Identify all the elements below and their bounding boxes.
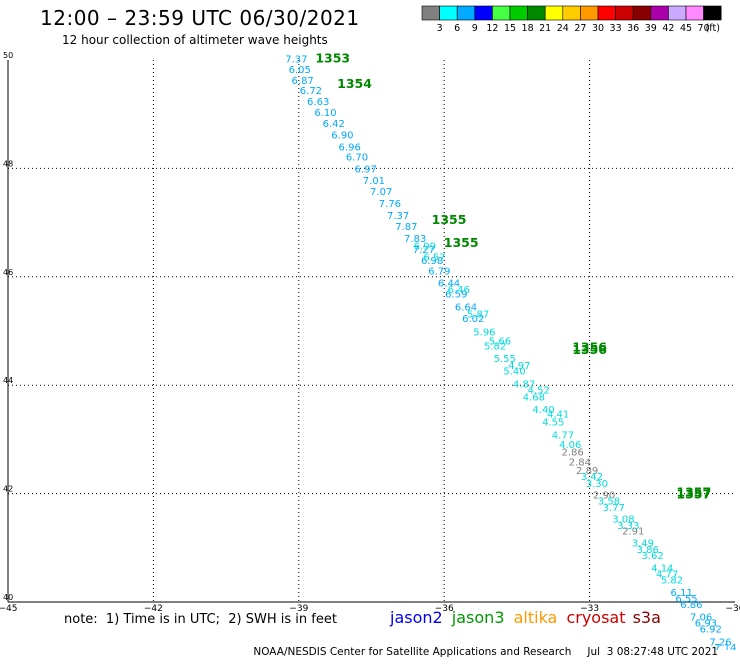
color-scale-swatch [616,6,634,20]
wave-height-value: 6.55 [675,594,697,605]
color-scale-swatch [475,6,493,20]
wave-height-value: 7.14 [714,643,736,650]
wave-height-value: 4.52 [528,385,550,396]
x-tick-label: −30 [726,604,740,614]
wave-height-value: 6.10 [314,108,336,119]
y-tick-label: 42 [3,485,13,494]
color-scale-label: 36 [627,23,639,34]
pass-number-label: 1357 [676,486,711,501]
y-tick-label: 50 [3,51,13,60]
color-scale-label: 30 [592,23,604,34]
altimeter-chart: 12:00 – 23:59 UTC 06/30/2021 12 hour col… [0,0,740,650]
wave-height-value: 7.76 [379,199,401,210]
color-scale-swatch [563,6,581,20]
color-scale-label: 3 [437,23,443,34]
color-scale-swatch [457,6,475,20]
y-tick-label: 46 [3,268,13,277]
color-scale-label: 21 [539,23,551,34]
color-scale-swatch [580,6,598,20]
wave-height-value: 6.70 [346,152,368,163]
wave-height-value: 3.86 [637,545,659,556]
wave-height-value: 3.58 [598,496,620,507]
y-tick-label: 44 [3,376,13,385]
pass-number-label: 1353 [315,51,350,66]
wave-height-value: 4.41 [547,410,569,421]
color-scale-label: 42 [662,23,674,34]
wave-height-value: 6.46 [448,285,470,296]
wave-height-value: 6.57 [423,253,445,264]
wave-height-value: 3.33 [617,521,639,532]
wave-height-value: 4.77 [656,570,678,581]
wave-height-value: 6.72 [300,86,322,97]
color-scale-label: 45 [680,23,692,34]
wave-height-value: 7.07 [370,187,392,198]
wave-height-value: 6.63 [307,97,329,108]
color-scale-label: 15 [504,23,516,34]
color-scale-label: 27 [574,23,586,34]
color-scale-swatch [528,6,546,20]
color-scale-swatch [651,6,669,20]
color-scale-label: 18 [522,23,534,34]
wave-height-value: 6.42 [323,119,345,130]
pass-number-label: 1354 [337,76,372,91]
chart-svg: −45 −42 −39 −36 −33 −30 40 42 44 46 48 50 36 9 12 15 18 2… [0,0,740,650]
color-scale-label: 9 [472,23,478,34]
wave-height-value: 7.01 [363,176,385,187]
wave-height-value: 6.90 [331,131,353,142]
color-scale-swatch [668,6,686,20]
wave-height-value: 6.79 [428,267,450,278]
x-tick-label: −45 [0,604,18,614]
pass-number-label: 1356 [572,342,607,357]
color-scale-swatch [686,6,704,20]
wave-height-value: 5.87 [467,309,489,320]
color-scale-label: 33 [610,23,622,34]
color-scale-swatch [598,6,616,20]
wave-height-value: 4.97 [508,361,530,372]
color-scale-swatch [545,6,563,20]
x-tick-label: −33 [580,604,599,614]
x-tick-label: −39 [289,604,308,614]
y-tick-label: 48 [3,159,13,168]
x-tick-label: −36 [435,604,454,614]
color-scale-swatch [422,6,440,20]
y-tick-label: 40 [3,593,13,602]
color-scale-label: 24 [557,23,569,34]
pass-number-label: 1355 [444,235,479,250]
color-scale-label: 39 [645,23,657,34]
color-scale-swatch [492,6,510,20]
wave-height-value: 6.99 [414,242,436,253]
wave-height-value: 6.05 [289,65,311,76]
wave-height-value: 7.37 [387,211,409,222]
color-scale-swatch [510,6,528,20]
wave-height-value: 5.66 [489,337,511,348]
wave-height-value: 6.93 [695,618,717,629]
color-scale-swatch [440,6,458,20]
wave-height-value: 3.42 [581,472,603,483]
color-scale-label: 12 [486,23,498,34]
wave-height-value: 6.97 [355,165,377,176]
color-scale-label: 6 [454,23,460,34]
x-tick-label: −42 [144,604,163,614]
wave-height-value: 7.87 [395,222,417,233]
color-scale-unit: (ft) [706,23,720,34]
color-scale-swatch [704,6,722,20]
color-scale-swatch [633,6,651,20]
pass-number-label: 1355 [432,212,467,227]
